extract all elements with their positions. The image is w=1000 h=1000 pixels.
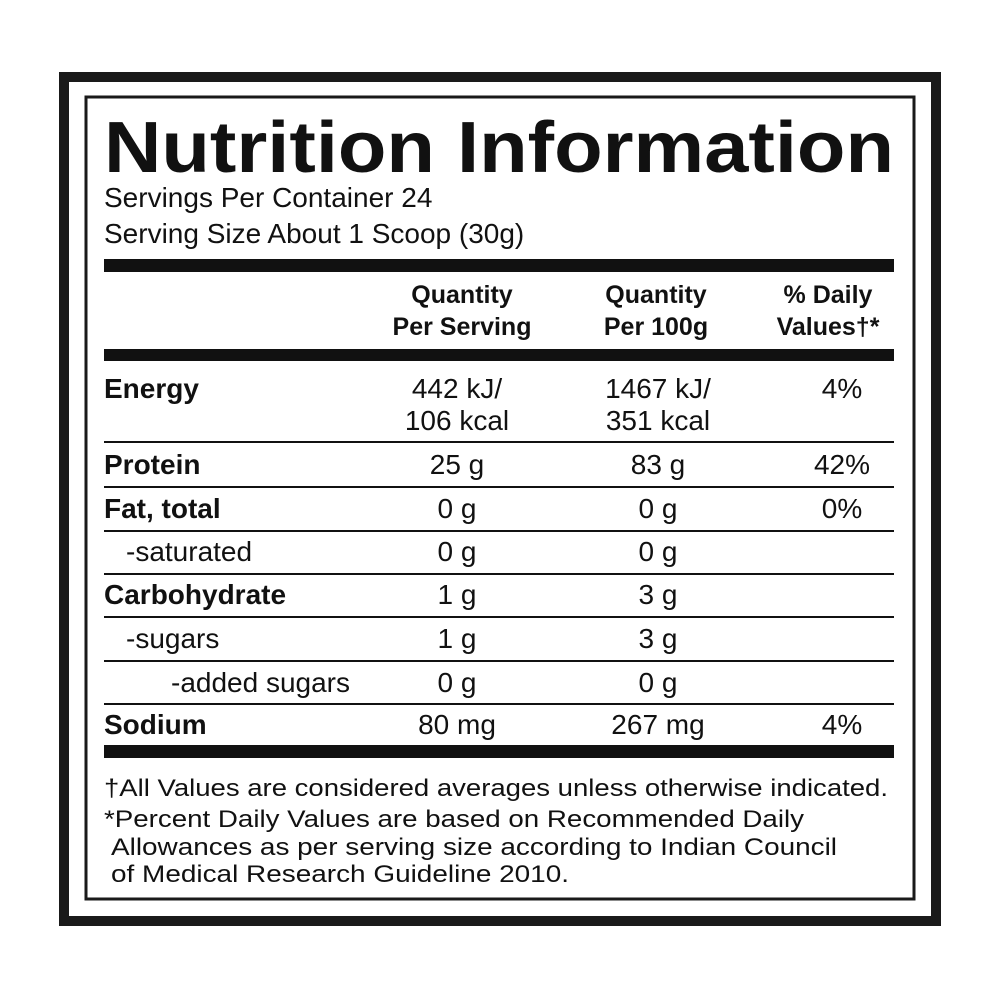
cell: 4% bbox=[822, 373, 862, 404]
row-label: Carbohydrate bbox=[104, 579, 286, 610]
cell: 80 mg bbox=[418, 709, 496, 740]
footnote: of Medical Research Guideline 2010. bbox=[111, 861, 569, 888]
thick-rule bbox=[104, 745, 894, 758]
servings-line: Servings Per Container 24 bbox=[104, 182, 432, 213]
row-rule bbox=[104, 530, 894, 532]
cell: 0 g bbox=[438, 493, 477, 524]
footnote: †All Values are considered averages unle… bbox=[104, 775, 888, 802]
cell: 3 g bbox=[639, 623, 678, 654]
row-label: Energy bbox=[104, 373, 199, 404]
cell: 25 g bbox=[430, 449, 485, 480]
title: Nutrition Information bbox=[104, 108, 894, 188]
footnote: *Percent Daily Values are based on Recom… bbox=[104, 806, 804, 833]
cell: 3 g bbox=[639, 579, 678, 610]
cell: 0 g bbox=[639, 493, 678, 524]
column-header: Values†* bbox=[777, 313, 880, 341]
thick-rule bbox=[104, 259, 894, 272]
column-header: Per 100g bbox=[604, 313, 708, 341]
cell: 83 g bbox=[631, 449, 686, 480]
row-rule bbox=[104, 573, 894, 575]
cell: 42% bbox=[814, 449, 870, 480]
row-rule bbox=[104, 441, 894, 443]
cell: 0 g bbox=[438, 667, 477, 698]
cell: 442 kJ/ bbox=[412, 373, 502, 404]
cell: 0 g bbox=[438, 536, 477, 567]
row-label: Sodium bbox=[104, 709, 207, 740]
row-label: Protein bbox=[104, 449, 200, 480]
servings-line: Serving Size About 1 Scoop (30g) bbox=[104, 218, 524, 249]
outer-border bbox=[59, 72, 941, 926]
cell: 0 g bbox=[639, 667, 678, 698]
thick-rule bbox=[104, 349, 894, 361]
row-label: Fat, total bbox=[104, 493, 221, 524]
cell: 1 g bbox=[438, 579, 477, 610]
row-rule bbox=[104, 660, 894, 662]
inner-border bbox=[84, 95, 916, 901]
row-rule bbox=[104, 616, 894, 618]
cell: 0% bbox=[822, 493, 862, 524]
row-rule bbox=[104, 703, 894, 705]
cell: 106 kcal bbox=[405, 405, 509, 436]
row-label: -added sugars bbox=[171, 667, 350, 698]
cell: 351 kcal bbox=[606, 405, 710, 436]
footnote: Allowances as per serving size according… bbox=[111, 834, 837, 861]
column-header: Quantity bbox=[605, 281, 706, 309]
cell: 1467 kJ/ bbox=[605, 373, 711, 404]
row-rule bbox=[104, 486, 894, 488]
column-header: % Daily bbox=[784, 281, 873, 309]
column-header: Quantity bbox=[411, 281, 512, 309]
cell: 1 g bbox=[438, 623, 477, 654]
cell: 267 mg bbox=[611, 709, 704, 740]
column-header: Per Serving bbox=[393, 313, 532, 341]
row-label: -sugars bbox=[126, 623, 219, 654]
cell: 4% bbox=[822, 709, 862, 740]
row-label: -saturated bbox=[126, 536, 252, 567]
cell: 0 g bbox=[639, 536, 678, 567]
